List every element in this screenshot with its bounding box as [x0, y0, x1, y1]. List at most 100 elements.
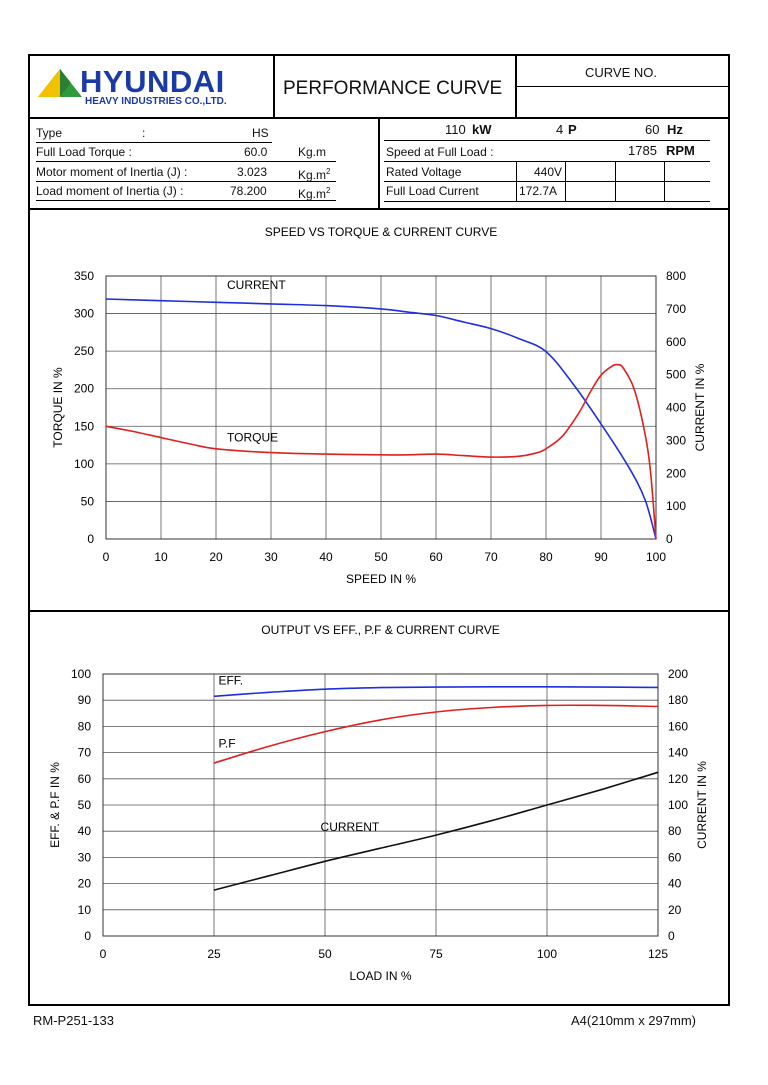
type-colon: :	[142, 126, 146, 140]
chart2-y2tick-label: 120	[668, 772, 688, 786]
chart2-ytick-label: 10	[78, 903, 92, 917]
chart2-xtick-label: 50	[318, 947, 332, 961]
chart2-annotation-current: CURRENT	[321, 820, 380, 834]
chart1-series-current	[105, 298, 657, 540]
chart1-annotation-current: CURRENT	[227, 278, 286, 292]
chart2-y2tick-label: 160	[668, 719, 688, 733]
chart2-annotation-eff: EFF.	[218, 673, 243, 687]
chart2-y2tick-label: 20	[668, 903, 682, 917]
chart2-y2tick-label: 60	[668, 850, 682, 864]
hyundai-logo-triangle-icon	[38, 69, 82, 97]
chart1-annotation-torque: TORQUE	[227, 430, 278, 444]
chart1-title: SPEED VS TORQUE & CURRENT CURVE	[265, 225, 498, 239]
chart2-xtick-label: 0	[100, 947, 107, 961]
chart2-xtick-label: 75	[429, 947, 443, 961]
chart2-ytick-label: 60	[78, 772, 92, 786]
chart1-xtick-label: 10	[154, 550, 168, 564]
chart1-xtick-label: 90	[594, 550, 608, 564]
logo-name: HYUNDAI	[80, 64, 225, 99]
chart1-ytick-label: 300	[74, 307, 94, 321]
footer-code: RM-P251-133	[33, 1013, 114, 1028]
chart2-y2tick-label: 200	[668, 667, 688, 681]
chart1-ylabel: TORQUE IN %	[51, 367, 65, 448]
full-load-torque-value: 60.0	[244, 145, 268, 159]
chart1-y2tick-label: 200	[666, 466, 686, 480]
chart1-y2tick-label: 700	[666, 302, 686, 316]
kw-unit: kW	[472, 122, 492, 137]
chart1-ytick-label: 250	[74, 344, 94, 358]
chart2-ytick-label: 40	[78, 824, 92, 838]
chart2-ytick-label: 20	[78, 877, 92, 891]
full-load-torque-unit: Kg.m	[298, 145, 327, 159]
chart1-y2tick-label: 400	[666, 401, 686, 415]
chart1-xtick-label: 0	[103, 550, 110, 564]
chart2-xtick-label: 125	[648, 947, 668, 961]
chart2-xlabel: LOAD IN %	[349, 969, 411, 983]
motor-inertia-value: 3.023	[237, 165, 268, 179]
speed-full-load-value: 1785	[628, 143, 657, 158]
full-load-torque-label: Full Load Torque :	[36, 145, 132, 159]
chart2-xtick-label: 100	[537, 947, 557, 961]
type-value: HS	[252, 126, 269, 140]
motor-inertia-unit: Kg.m2	[298, 167, 331, 182]
chart2-ytick-label: 30	[78, 850, 92, 864]
chart2-ytick-label: 70	[78, 746, 92, 760]
chart1-xtick-label: 80	[539, 550, 553, 564]
chart1-ytick-label: 150	[74, 419, 94, 433]
footer-paper-size: A4(210mm x 297mm)	[571, 1013, 696, 1028]
chart1-ytick-label: 50	[81, 494, 95, 508]
chart2-y2tick-label: 140	[668, 746, 688, 760]
chart1-plot-frame	[105, 275, 657, 540]
full-load-current-label: Full Load Current	[386, 184, 479, 198]
chart1-y2tick-label: 100	[666, 499, 686, 513]
chart2-plot-frame	[102, 673, 659, 937]
pole-unit: P	[568, 122, 577, 137]
chart2-ytick-label: 100	[71, 667, 91, 681]
load-inertia-value: 78.200	[230, 184, 267, 198]
chart2-ytick-label: 80	[78, 719, 92, 733]
chart1-y2tick-label: 300	[666, 433, 686, 447]
curve-no-label: CURVE NO.	[585, 65, 657, 80]
chart2-title: OUTPUT VS EFF., P.F & CURRENT CURVE	[261, 623, 500, 637]
chart1-xtick-label: 30	[264, 550, 278, 564]
chart1-y2tick-label: 0	[666, 532, 673, 546]
chart1-series-torque	[105, 363, 657, 540]
chart2-y2tick-label: 40	[668, 877, 682, 891]
chart1-y2tick-label: 600	[666, 335, 686, 349]
type-label: Type	[36, 126, 63, 140]
chart2-ytick-label: 50	[78, 798, 92, 812]
rated-voltage-label: Rated Voltage	[386, 165, 462, 179]
chart2-series-current	[213, 771, 659, 891]
chart2-y2tick-label: 80	[668, 824, 682, 838]
motor-inertia-label: Motor moment of Inertia (J) :	[36, 165, 188, 179]
chart2-ylabel: EFF. & P.F IN %	[48, 762, 62, 848]
pole-value: 4	[556, 122, 564, 137]
chart2-series-p-f	[213, 704, 659, 764]
chart1-xtick-label: 40	[319, 550, 333, 564]
speed-full-load-unit: RPM	[666, 143, 695, 158]
chart1-xtick-label: 50	[374, 550, 388, 564]
chart1-y2label: CURRENT IN %	[693, 363, 707, 451]
chart1-ytick-label: 350	[74, 269, 94, 283]
load-inertia-unit: Kg.m2	[298, 186, 331, 201]
chart1-xtick-label: 70	[484, 550, 498, 564]
chart2-y2tick-label: 180	[668, 693, 688, 707]
logo-subtitle: HEAVY INDUSTRIES CO.,LTD.	[85, 96, 227, 107]
page-title: PERFORMANCE CURVE	[283, 78, 503, 99]
chart2-annotation-p-f: P.F	[218, 736, 235, 750]
chart1-xtick-label: 20	[209, 550, 223, 564]
hz-unit: Hz	[667, 122, 683, 137]
chart1-xlabel: SPEED IN %	[346, 572, 416, 586]
chart1-xtick-label: 100	[646, 550, 666, 564]
chart1-ytick-label: 0	[87, 532, 94, 546]
chart2-y2tick-label: 0	[668, 929, 675, 943]
performance-curve-sheet: HYUNDAI HEAVY INDUSTRIES CO.,LTD. PERFOR…	[28, 54, 730, 1006]
chart2-ytick-label: 0	[84, 929, 91, 943]
speed-full-load-label: Speed at Full Load :	[386, 145, 494, 159]
chart2-y2label: CURRENT IN %	[695, 761, 709, 849]
chart1-y2tick-label: 500	[666, 368, 686, 382]
chart1-ytick-label: 200	[74, 382, 94, 396]
chart2-series-eff	[213, 686, 659, 698]
full-load-current-value: 172.7A	[519, 184, 558, 198]
chart2-xtick-label: 25	[207, 947, 221, 961]
